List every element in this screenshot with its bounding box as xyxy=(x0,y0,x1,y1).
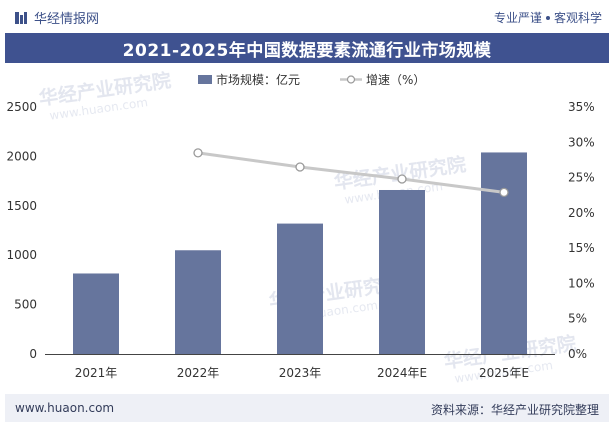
chart-title-bar: 2021-2025年中国数据要素流通行业市场规模 xyxy=(5,33,609,63)
growth-point xyxy=(193,148,203,158)
bar xyxy=(175,250,221,354)
y2-axis-tick-label: 20% xyxy=(568,206,595,220)
chart-svg: 华经产业研究院www.huaon.com华经产业研究院www.huaon.com… xyxy=(6,69,595,386)
y2-axis-tick-label: 30% xyxy=(568,135,595,149)
footer-site: www.huaon.com xyxy=(15,401,115,415)
x-axis-tick-label: 2022年 xyxy=(177,366,220,380)
y2-axis-tick-label: 35% xyxy=(568,100,595,114)
y-axis-tick-label: 500 xyxy=(14,298,37,312)
legend-bar-swatch xyxy=(198,75,212,84)
x-axis-tick-label: 2025年E xyxy=(479,366,529,380)
brand-name: 华经情报网 xyxy=(34,12,100,27)
bar xyxy=(481,152,527,354)
y-axis-tick-label: 2000 xyxy=(6,149,37,163)
legend-label-growth: 增速（%） xyxy=(366,73,425,87)
x-axis-tick-label: 2023年 xyxy=(279,366,322,380)
tagline-left: 专业严谨 xyxy=(493,11,542,25)
y2-axis-tick-label: 15% xyxy=(568,241,595,255)
y2-axis-tick-label: 10% xyxy=(568,276,595,290)
y2-axis-tick-label: 0% xyxy=(568,347,587,361)
footer-source: 资料来源：华经产业研究院整理 xyxy=(430,403,599,417)
top-bar: 华经情报网 专业严谨 客观科学 xyxy=(0,0,614,33)
y-axis-tick-label: 1000 xyxy=(6,248,37,262)
bar xyxy=(73,273,119,354)
brand: 华经情报网 xyxy=(14,8,99,27)
brand-logo-icon xyxy=(15,11,27,24)
growth-point xyxy=(295,162,305,172)
x-axis-tick-label: 2021年 xyxy=(75,366,118,380)
bar xyxy=(379,189,425,354)
growth-line xyxy=(197,151,505,194)
y-axis-tick-label: 1500 xyxy=(6,199,37,213)
growth-point xyxy=(397,174,407,184)
growth-point xyxy=(499,187,509,198)
legend-label-size: 市场规模：亿元 xyxy=(216,72,300,87)
bar xyxy=(277,223,323,354)
x-axis-tick-label: 2024年E xyxy=(377,366,427,380)
y-axis-tick-label: 0 xyxy=(29,347,37,361)
tagline-dot-icon xyxy=(545,15,550,20)
chart-area: 华经产业研究院www.huaon.com华经产业研究院www.huaon.com… xyxy=(0,63,614,393)
tagline-right: 客观科学 xyxy=(553,11,602,25)
y-axis-tick-label: 2500 xyxy=(6,100,37,114)
tagline: 专业严谨 客观科学 xyxy=(494,9,602,26)
legend-line-marker xyxy=(346,75,356,84)
footer: www.huaon.com 资料来源：华经产业研究院整理 xyxy=(5,394,609,422)
chart-title: 2021-2025年中国数据要素流通行业市场规模 xyxy=(122,40,492,61)
y2-axis-tick-label: 5% xyxy=(568,312,587,326)
y2-axis-tick-label: 25% xyxy=(568,171,595,185)
